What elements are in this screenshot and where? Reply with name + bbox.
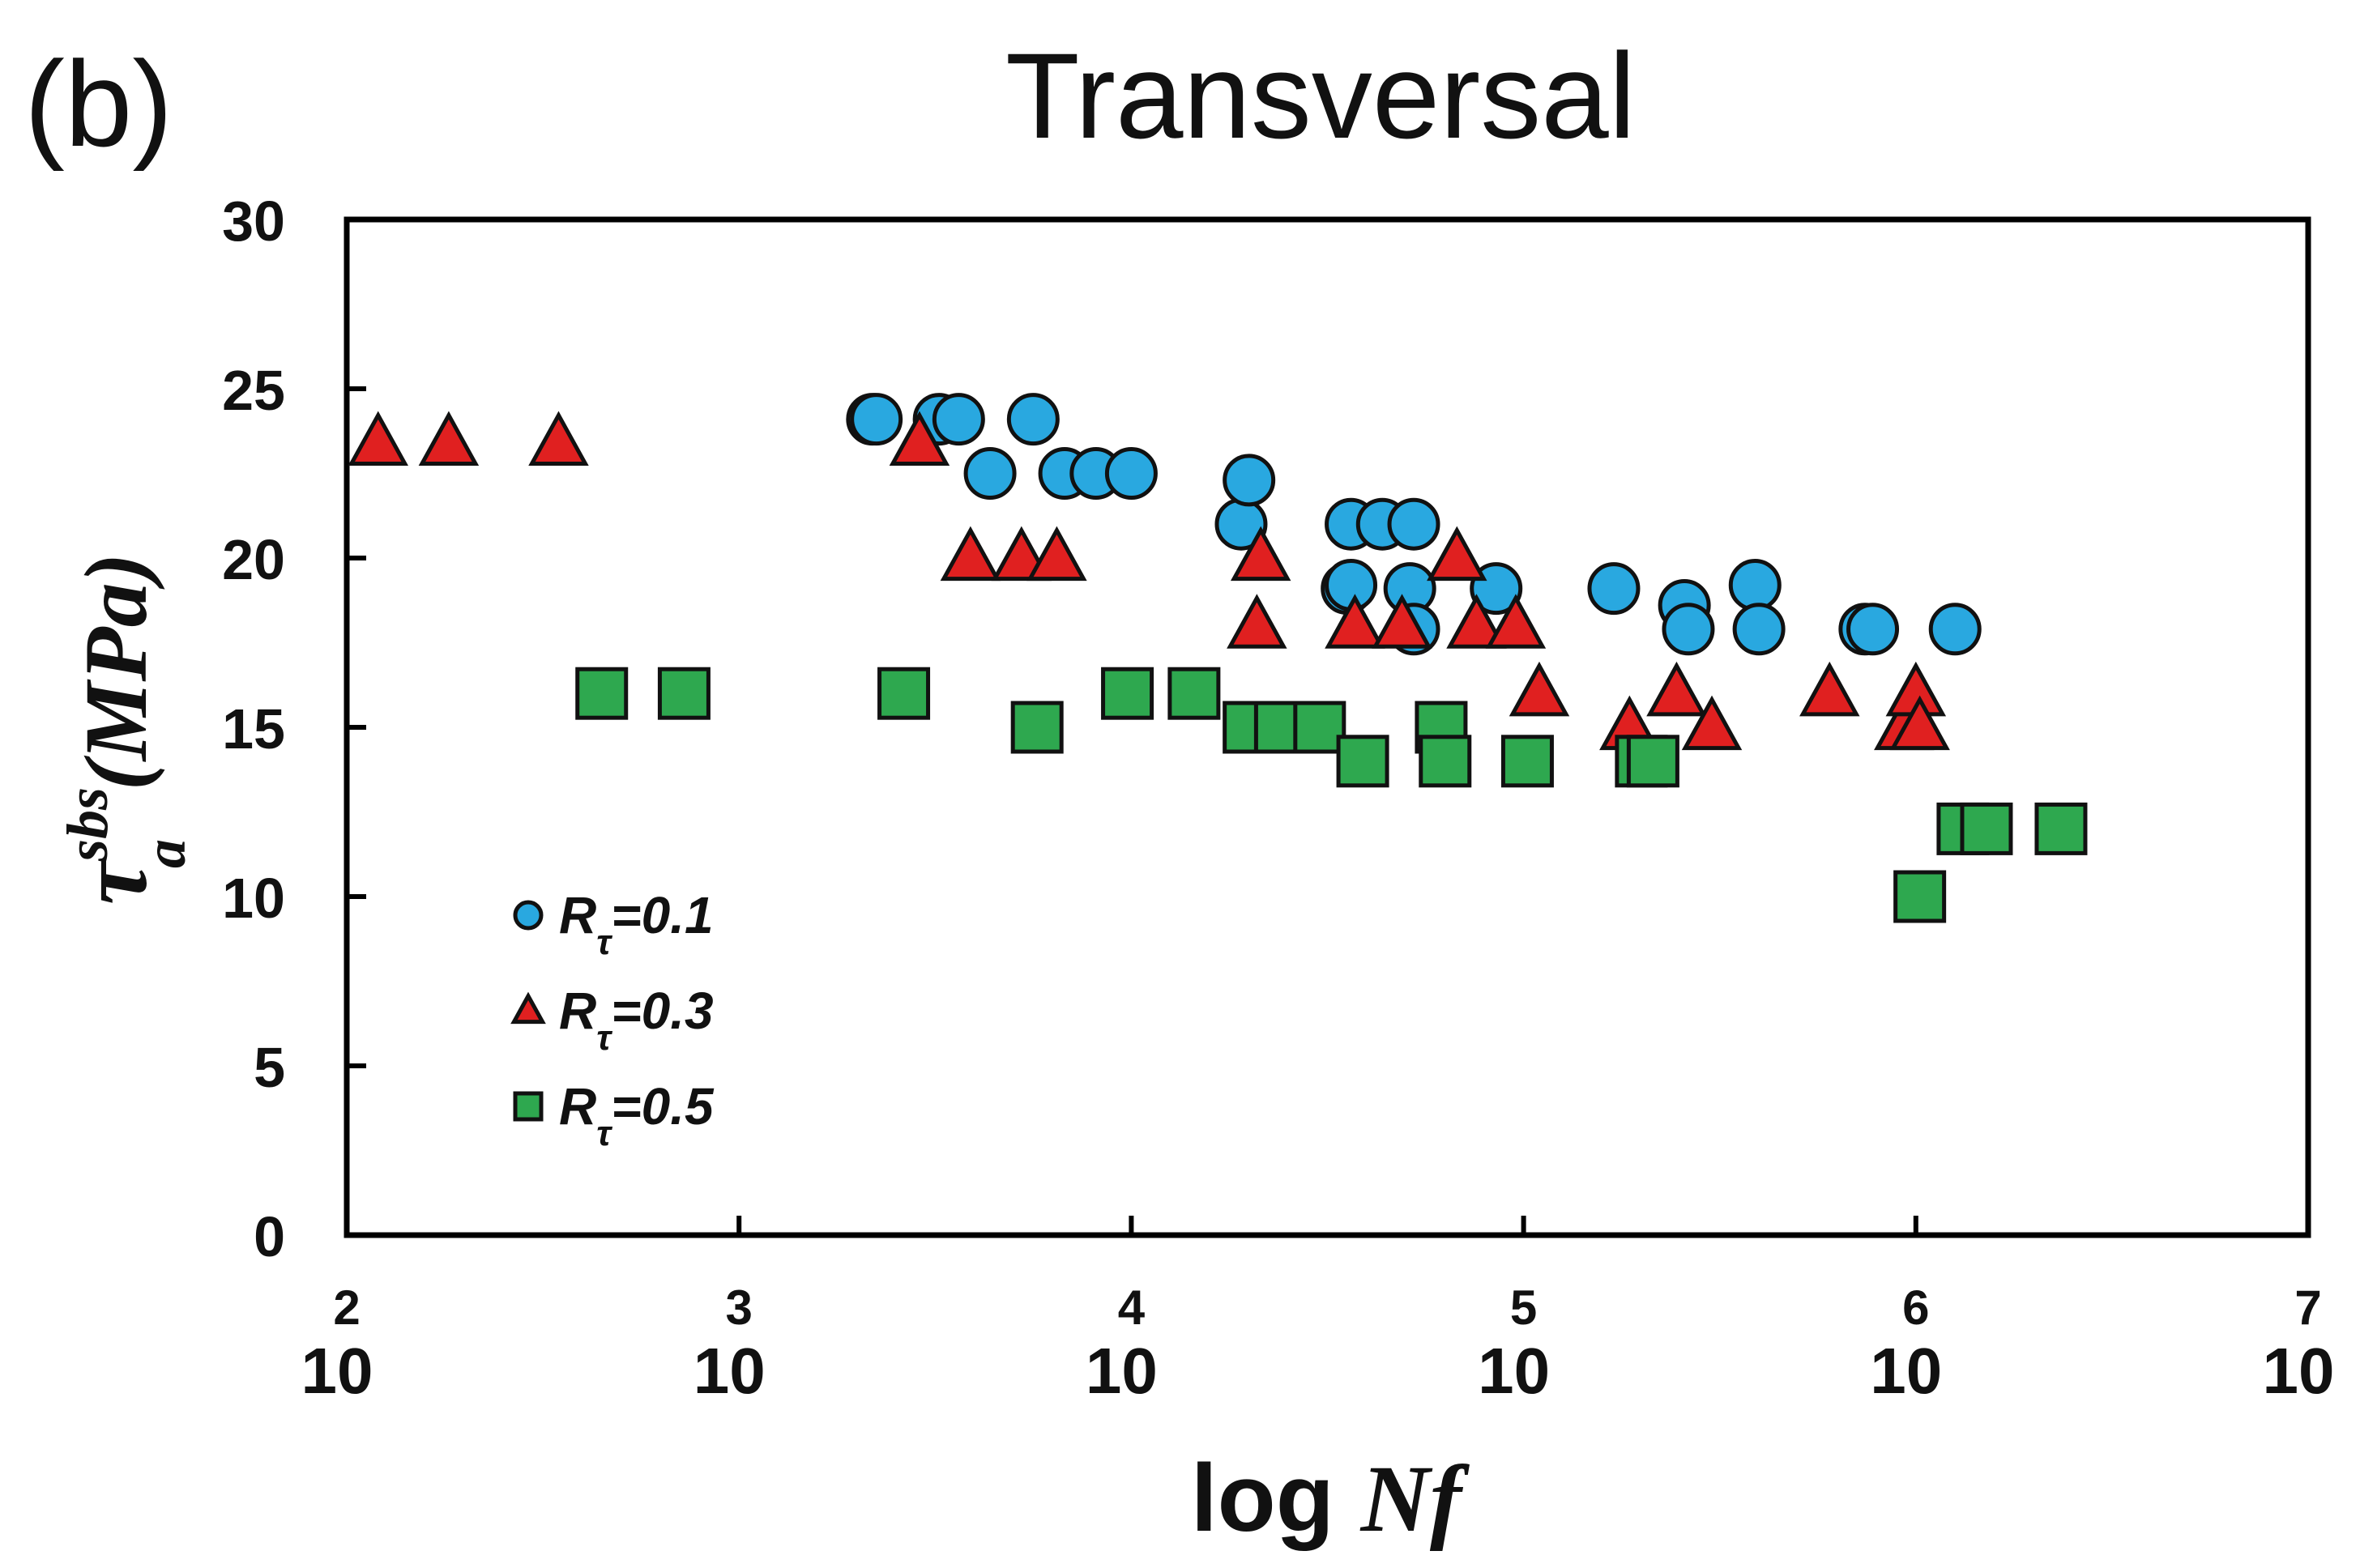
x-tick-label-base: 10 bbox=[301, 1335, 373, 1407]
circle-point bbox=[963, 447, 1017, 500]
square-point bbox=[1500, 735, 1554, 788]
square-point bbox=[1101, 667, 1154, 720]
legend: Rτ=0.1 Rτ=0.3 Rτ=0.5 bbox=[510, 886, 715, 1153]
series-square bbox=[575, 667, 2088, 923]
circle-point bbox=[1728, 558, 1782, 611]
x-tick-label-exponent: 6 bbox=[1902, 1280, 1929, 1335]
square-point bbox=[1960, 802, 2013, 855]
x-tick-label-base: 10 bbox=[693, 1335, 766, 1407]
triangle-point bbox=[1372, 594, 1432, 649]
square-point bbox=[1293, 701, 1346, 754]
circle-point bbox=[1223, 454, 1276, 507]
circle-point bbox=[1387, 497, 1440, 551]
legend-entry-label: Rτ=0.3 bbox=[559, 982, 714, 1058]
triangle-point bbox=[418, 411, 480, 467]
series-triangle bbox=[348, 411, 1950, 751]
x-tick-label-base: 10 bbox=[1086, 1335, 1158, 1407]
legend-triangle-marker bbox=[510, 991, 546, 1025]
circle-point bbox=[1928, 603, 1982, 656]
x-tick-label-exponent: 3 bbox=[726, 1280, 753, 1335]
circle-point bbox=[1846, 603, 1900, 656]
y-tick-label: 25 bbox=[222, 359, 285, 422]
triangle-point bbox=[348, 411, 408, 467]
y-tick-label: 5 bbox=[254, 1036, 285, 1099]
triangle-point bbox=[1646, 661, 1707, 717]
square-point bbox=[1419, 735, 1472, 788]
y-tick-label: 20 bbox=[222, 528, 285, 591]
x-tick-label-base: 10 bbox=[1478, 1335, 1550, 1407]
y-tick-label: 10 bbox=[222, 867, 285, 930]
y-tick-label: 0 bbox=[254, 1205, 285, 1268]
x-axis-label: log Nf bbox=[1191, 1445, 1470, 1552]
triangle-point bbox=[1446, 594, 1507, 649]
circle-point bbox=[932, 393, 985, 446]
square-point bbox=[877, 667, 931, 720]
square-point bbox=[1010, 701, 1064, 754]
triangle-point bbox=[1681, 695, 1743, 751]
triangle-point bbox=[940, 526, 1001, 582]
legend-entry-label: Rτ=0.1 bbox=[559, 886, 714, 962]
circle-point bbox=[1587, 562, 1641, 616]
x-tick-label-exponent: 7 bbox=[2294, 1280, 2321, 1335]
x-tick-label-exponent: 5 bbox=[1510, 1280, 1537, 1335]
triangle-point bbox=[1889, 695, 1950, 751]
circle-point bbox=[1104, 447, 1158, 500]
triangle-point bbox=[889, 411, 950, 467]
legend-circle-marker bbox=[513, 900, 544, 931]
square-point bbox=[575, 667, 629, 720]
square-point bbox=[1626, 735, 1679, 788]
x-tick-label-base: 10 bbox=[2263, 1335, 2335, 1407]
triangle-point bbox=[1485, 594, 1547, 649]
triangle-point bbox=[1427, 526, 1487, 582]
square-point bbox=[1167, 667, 1221, 720]
square-point bbox=[1893, 870, 1947, 923]
triangle-point bbox=[528, 411, 589, 467]
legend-square-marker bbox=[513, 1091, 544, 1122]
y-axis-ticks: 0 5 10 15 20 25 30 bbox=[222, 190, 366, 1268]
circle-point bbox=[1006, 393, 1060, 446]
triangle-point bbox=[1230, 526, 1291, 582]
square-point bbox=[1336, 735, 1389, 788]
y-axis-label: τsbs a(MPa) bbox=[55, 553, 198, 905]
triangle-point bbox=[1227, 594, 1287, 649]
series-circle bbox=[846, 393, 1982, 656]
triangle-point bbox=[1325, 594, 1385, 649]
x-tick-label-exponent: 4 bbox=[1118, 1280, 1146, 1335]
triangle-point bbox=[1509, 661, 1570, 717]
data-series bbox=[348, 393, 2088, 923]
chart-title: Transversal bbox=[1005, 28, 1636, 164]
triangle-point bbox=[1026, 526, 1087, 582]
triangle-point bbox=[1799, 661, 1860, 717]
square-point bbox=[657, 667, 711, 720]
x-tick-label-base: 10 bbox=[1870, 1335, 1942, 1407]
y-tick-label: 15 bbox=[222, 697, 285, 761]
square-point bbox=[2034, 802, 2088, 855]
circle-point bbox=[1662, 603, 1715, 656]
circle-point bbox=[1732, 603, 1786, 656]
panel-label: (b) bbox=[24, 36, 173, 172]
circle-point bbox=[850, 393, 903, 446]
legend-entry-label: Rτ=0.5 bbox=[559, 1077, 715, 1153]
x-tick-label-exponent: 2 bbox=[333, 1280, 360, 1335]
y-tick-label: 30 bbox=[222, 190, 285, 253]
